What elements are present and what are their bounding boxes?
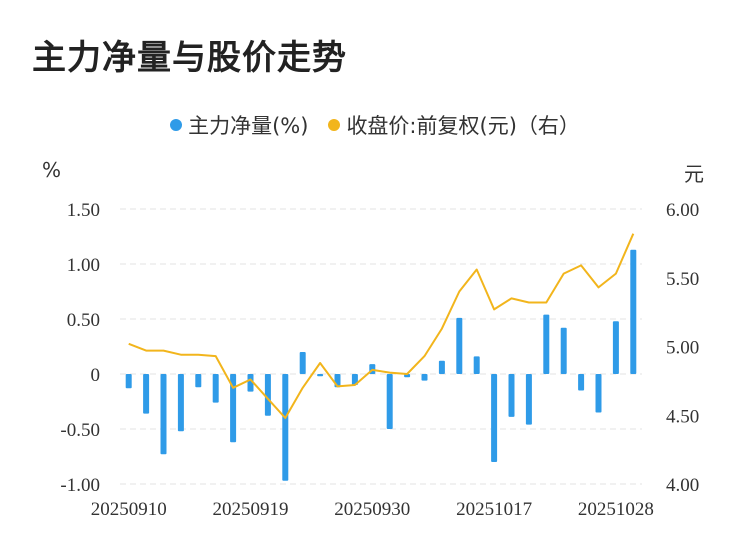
x-tick-label: 20251017 <box>456 499 532 520</box>
bar <box>421 374 428 381</box>
price-line <box>128 233 635 419</box>
bar <box>125 374 132 389</box>
legend-label-line: 收盘价:前复权(元)（右） <box>346 114 580 138</box>
bar <box>560 327 567 374</box>
bar <box>595 374 602 413</box>
legend-label-bar: 主力净量(%) <box>188 114 309 138</box>
legend-item-line[interactable]: 收盘价:前复权(元)（右） <box>328 110 580 140</box>
bar <box>612 321 619 374</box>
left-tick-label: 0 <box>91 365 101 386</box>
right-tick-label: 6.00 <box>666 200 699 221</box>
right-tick-label: 5.50 <box>666 269 699 290</box>
left-tick-label: -0.50 <box>60 420 100 441</box>
bar <box>525 374 532 425</box>
bar <box>508 374 515 417</box>
bar <box>456 317 463 374</box>
bar <box>230 374 237 443</box>
bar <box>630 249 637 374</box>
chart-title: 主力净量与股价走势 <box>32 38 347 78</box>
legend-item-bar[interactable]: 主力净量(%) <box>170 110 308 140</box>
left-tick-label: -1.00 <box>60 475 100 496</box>
bar <box>143 374 150 414</box>
bar <box>299 352 306 374</box>
bar <box>247 374 254 392</box>
bar <box>264 374 271 416</box>
bar <box>160 374 167 455</box>
right-tick-label: 4.50 <box>666 406 699 427</box>
legend-dot-bar-icon <box>170 119 183 131</box>
bar <box>491 374 498 462</box>
x-tick-label: 20251028 <box>578 499 654 520</box>
bar <box>317 374 324 377</box>
bar <box>438 360 445 374</box>
left-tick-label: 1.50 <box>67 200 100 221</box>
x-tick-label: 20250919 <box>213 499 289 520</box>
bar <box>282 374 289 481</box>
left-tick-label: 0.50 <box>67 310 100 331</box>
bar <box>386 374 393 429</box>
right-axis-unit: 元 <box>684 162 704 186</box>
left-tick-label: 1.00 <box>67 255 100 276</box>
x-tick-label: 20250910 <box>91 499 167 520</box>
x-tick-label: 20250930 <box>334 499 410 520</box>
right-tick-label: 4.00 <box>666 475 699 496</box>
bar <box>351 374 358 385</box>
right-tick-label: 5.00 <box>666 338 699 359</box>
bar <box>578 374 585 391</box>
legend-dot-line-icon <box>328 119 341 131</box>
bar <box>473 356 480 374</box>
legend: 主力净量(%) 收盘价:前复权(元)（右） <box>0 110 750 140</box>
bar <box>177 374 184 432</box>
bar <box>212 374 219 403</box>
bar <box>543 314 550 374</box>
left-axis-unit: % <box>42 158 62 182</box>
bar <box>195 374 202 388</box>
